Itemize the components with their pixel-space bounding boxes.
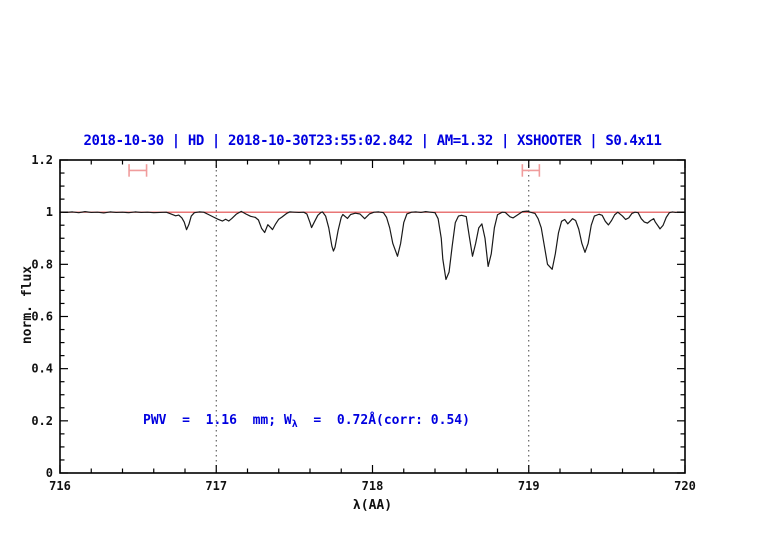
x-tick-label: 716 (49, 479, 71, 493)
y-tick-label: 0.8 (31, 257, 53, 271)
y-tick-label: 0.2 (31, 414, 53, 428)
pwv-text-right: = 0.72Å(corr: 0.54) (297, 413, 470, 428)
axis-ticks (59, 159, 686, 474)
range-markers (128, 164, 541, 177)
y-tick-label: 1 (46, 205, 53, 219)
x-axis-title: λ(AA) (352, 498, 393, 513)
guide-vlines (215, 160, 530, 473)
x-tick-label: 719 (518, 479, 540, 493)
observation-title: 2018-10-30 | HD | 2018-10-30T23:55:02.84… (83, 133, 662, 149)
y-tick-label: 0.4 (31, 362, 53, 376)
lambda-subscript-icon: λ (291, 419, 298, 430)
spectrum-trace (59, 210, 686, 281)
y-tick-label: 1.2 (31, 153, 53, 167)
y-tick-label: 0.6 (31, 310, 53, 324)
x-tick-label: 720 (674, 479, 696, 493)
tick-labels: 716 717 718 719 720 0 0.2 0.4 0.6 0.8 1 1.2 (31, 153, 696, 493)
y-axis-title: norm. flux (20, 265, 35, 345)
x-tick-label: 718 (362, 479, 384, 493)
pwv-text-left: PWV = 1.16 mm; W (143, 413, 292, 428)
x-tick-label: 717 (205, 479, 227, 493)
y-tick-label: 0 (46, 466, 53, 480)
pwv-annotation: PWV = 1.16 mm; Wλ = 0.72Å(corr: 0.54) (143, 413, 470, 430)
